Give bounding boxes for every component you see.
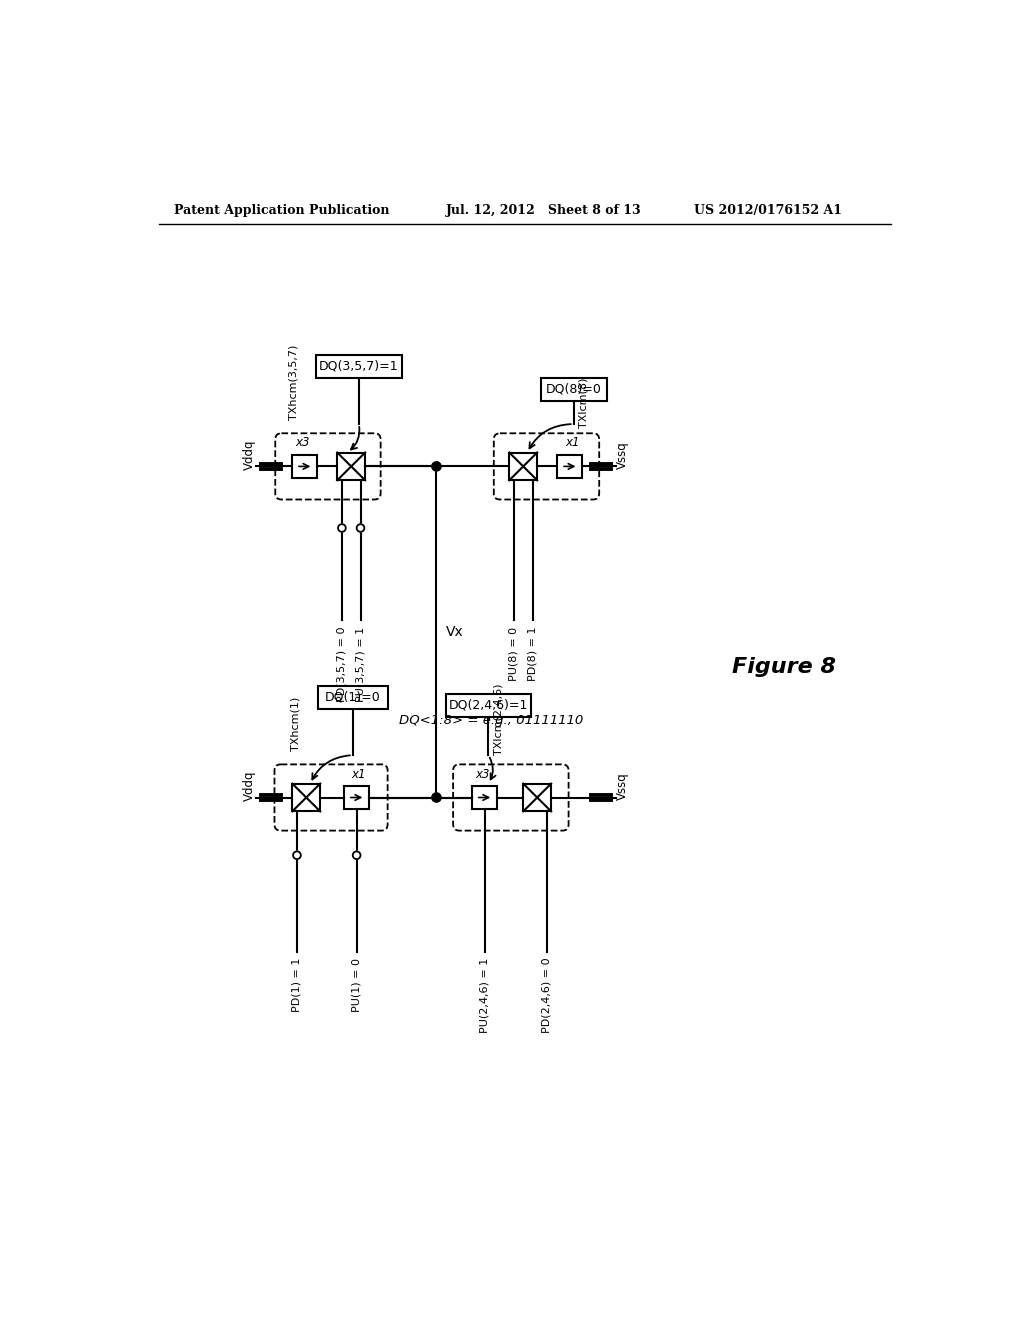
- Text: TXhcm(1): TXhcm(1): [291, 697, 300, 751]
- Bar: [316, 355, 401, 378]
- Bar: [523, 784, 551, 812]
- Text: PD(8) = 1: PD(8) = 1: [527, 627, 538, 681]
- Bar: [292, 455, 317, 478]
- Text: Vddq: Vddq: [243, 771, 256, 801]
- Text: x3: x3: [475, 767, 489, 780]
- Circle shape: [352, 851, 360, 859]
- Bar: [445, 693, 531, 717]
- Text: PU(3,5,7) = 1: PU(3,5,7) = 1: [355, 627, 366, 702]
- Text: Patent Application Publication: Patent Application Publication: [174, 205, 390, 218]
- Text: Figure 8: Figure 8: [732, 656, 837, 677]
- Text: DQ(8)=0: DQ(8)=0: [546, 383, 601, 396]
- Text: PU(2,4,6) = 1: PU(2,4,6) = 1: [479, 958, 489, 1034]
- Circle shape: [338, 524, 346, 532]
- Text: TXlcm(2,4,6): TXlcm(2,4,6): [494, 684, 504, 755]
- Text: Vssq: Vssq: [616, 441, 630, 469]
- Text: DQ(2,4,6)=1: DQ(2,4,6)=1: [449, 698, 528, 711]
- Text: Vx: Vx: [445, 624, 464, 639]
- Bar: [292, 784, 321, 812]
- Bar: [541, 378, 606, 401]
- Text: Vssq: Vssq: [616, 772, 630, 800]
- Text: Jul. 12, 2012   Sheet 8 of 13: Jul. 12, 2012 Sheet 8 of 13: [445, 205, 641, 218]
- Text: TXhcm(3,5,7): TXhcm(3,5,7): [289, 345, 299, 420]
- Text: DQ(1)=0: DQ(1)=0: [325, 690, 381, 704]
- Text: x3: x3: [295, 437, 309, 449]
- Circle shape: [293, 851, 301, 859]
- Bar: [472, 785, 497, 809]
- Text: PU(8) = 0: PU(8) = 0: [509, 627, 519, 681]
- Text: DQ<1:8> = e.g., 01111110: DQ<1:8> = e.g., 01111110: [399, 714, 584, 727]
- Text: TXlcm(8): TXlcm(8): [579, 378, 589, 428]
- Text: PD(1) = 1: PD(1) = 1: [292, 958, 302, 1012]
- Circle shape: [432, 793, 441, 803]
- Text: Vddq: Vddq: [243, 440, 256, 470]
- Circle shape: [356, 524, 365, 532]
- Bar: [557, 455, 583, 478]
- Bar: [337, 453, 366, 480]
- Text: US 2012/0176152 A1: US 2012/0176152 A1: [693, 205, 842, 218]
- Text: DQ(3,5,7)=1: DQ(3,5,7)=1: [319, 360, 398, 372]
- Text: PU(1) = 0: PU(1) = 0: [351, 958, 361, 1011]
- Text: x1: x1: [351, 767, 367, 780]
- Text: PD(3,5,7) = 0: PD(3,5,7) = 0: [337, 627, 347, 702]
- Bar: [509, 453, 538, 480]
- Text: PD(2,4,6) = 0: PD(2,4,6) = 0: [542, 958, 552, 1034]
- Text: x1: x1: [565, 437, 580, 449]
- Bar: [317, 686, 388, 709]
- Bar: [344, 785, 369, 809]
- Circle shape: [432, 462, 441, 471]
